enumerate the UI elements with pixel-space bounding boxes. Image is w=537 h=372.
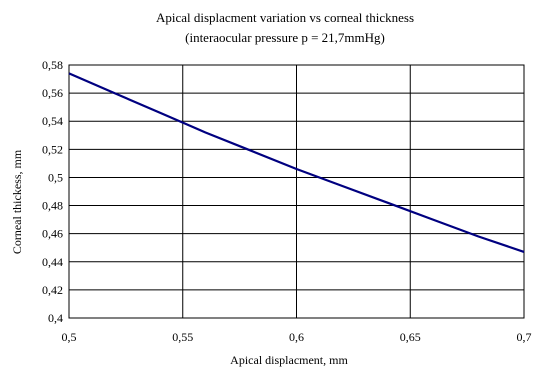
chart-title: Apical displacment variation vs corneal … <box>156 10 414 25</box>
y-tick-label: 0,58 <box>42 58 63 72</box>
grid-lines <box>69 65 524 318</box>
y-tick-label: 0,42 <box>42 283 63 297</box>
y-tick-label: 0,4 <box>48 311 63 325</box>
y-tick-label: 0,54 <box>42 114 63 128</box>
x-tick-label: 0,7 <box>517 330 532 344</box>
x-axis-label: Apical displacment, mm <box>230 353 348 367</box>
y-tick-label: 0,46 <box>42 227 63 241</box>
series-layer <box>68 72 525 253</box>
x-tick-label: 0,5 <box>62 330 77 344</box>
x-tick-label: 0,55 <box>172 330 193 344</box>
y-axis-label: Corneal thickess, mm <box>10 149 24 254</box>
x-tick-label: 0,65 <box>400 330 421 344</box>
y-tick-label: 0,5 <box>48 170 63 184</box>
y-tick-label: 0,52 <box>42 142 63 156</box>
y-tick-label: 0,48 <box>42 199 63 213</box>
y-tick-label: 0,44 <box>42 255 63 269</box>
chart-subtitle: (interaocular pressure p = 21,7mmHg) <box>185 30 385 45</box>
y-tick-label: 0,56 <box>42 86 63 100</box>
x-tick-label: 0,6 <box>289 330 304 344</box>
series-line <box>68 72 525 253</box>
tick-labels: 0,4 0,42 0,44 0,46 0,48 0,5 0,52 0,54 0,56 0,58 0,… <box>42 58 532 344</box>
